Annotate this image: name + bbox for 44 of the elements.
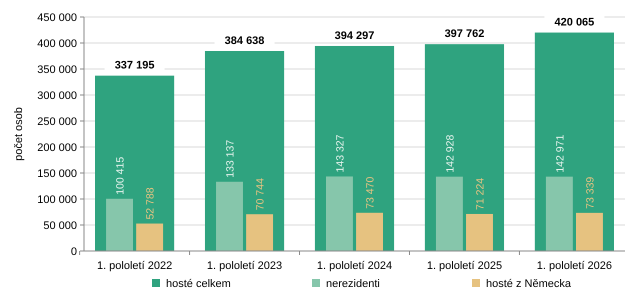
y-tick-label: 0 [70,246,77,258]
bar [106,198,133,251]
bar [436,176,463,251]
data-label: 384 638 [224,34,264,47]
x-tick-label: 1. pololetí 2025 [426,260,502,272]
data-label: 70 744 [254,178,267,210]
bar [356,212,383,251]
data-label: 142 928 [444,134,456,173]
bar [576,212,603,251]
bar [466,214,493,251]
y-tick-label: 250 000 [37,116,77,128]
data-label: 142 971 [554,134,566,173]
legend-label: hosté celkem [166,278,231,290]
y-tick-label: 100 000 [37,194,77,206]
y-tick-label: 400 000 [37,38,77,50]
bar [216,182,243,251]
data-label: 420 065 [554,16,594,29]
bar [246,214,274,251]
y-tick-label: 450 000 [37,12,77,24]
y-tick-label: 150 000 [37,168,77,180]
y-tick-label: 300 000 [37,90,77,102]
x-tick-label: 1. pololetí 2022 [96,260,172,272]
legend-label: nerezidenti [326,278,380,290]
bar [546,176,573,251]
data-label: 100 415 [114,156,127,195]
y-tick-label: 350 000 [37,64,77,76]
data-label: 71 224 [474,178,486,210]
legend-label: hosté z Německa [486,278,572,290]
x-tick-label: 1. pololetí 2026 [536,260,612,272]
data-label: 143 327 [334,134,346,172]
data-label: 52 788 [144,187,157,220]
bar [136,224,164,251]
data-label: 337 195 [114,60,154,72]
x-tick-label: 1. pololetí 2024 [316,260,392,272]
x-tick-label: 1. pololetí 2023 [206,260,282,272]
data-label: 73 470 [364,176,377,209]
y-axis-title: počet osob [13,107,25,161]
bar [326,176,353,251]
data-label: 73 339 [584,176,596,209]
data-label: 397 762 [444,28,484,40]
data-label: 394 297 [334,30,374,42]
y-tick-label: 50 000 [43,220,77,232]
y-tick-label: 200 000 [37,142,77,154]
data-label: 133 137 [224,140,236,178]
